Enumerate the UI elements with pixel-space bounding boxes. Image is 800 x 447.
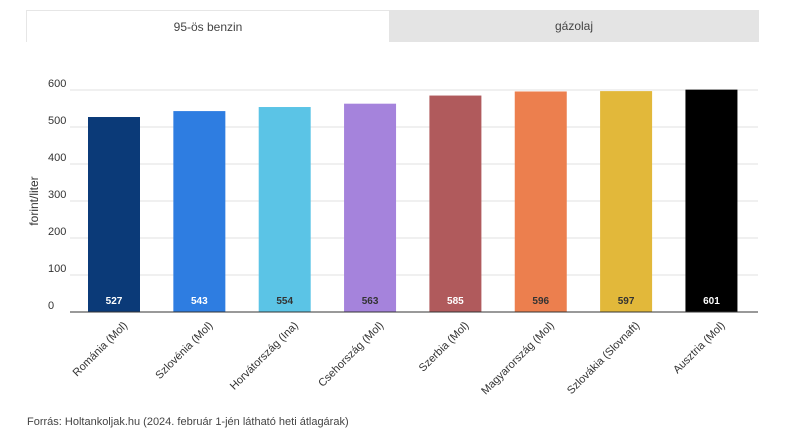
y-tick-label: 200 [48, 226, 66, 238]
bar [429, 95, 482, 312]
x-tick-label: Szlovénia (Mol) [153, 320, 215, 382]
x-tick-label: Magyarország (Mol) [479, 320, 557, 398]
bar [173, 111, 226, 312]
bar [685, 89, 738, 312]
y-tick-label: 600 [48, 78, 66, 90]
x-tick-label: Ausztria (Mol) [671, 320, 727, 376]
x-tick-label: Szerbia (Mol) [417, 320, 472, 375]
data-label: 543 [191, 296, 208, 307]
y-tick-label: 0 [48, 300, 54, 312]
bar [344, 103, 397, 312]
x-tick-label: Szlovákia (Slovnaft) [565, 320, 642, 397]
data-label: 554 [276, 296, 293, 307]
y-axis-label: forint/liter [27, 176, 41, 225]
fuel-price-bar-chart: 0 100 200 300 400 500 600 forint/liter 527 Románi… [27, 78, 758, 398]
source-note: Forrás: Holtankoljak.hu (2024. február 1… [27, 416, 349, 428]
data-label: 597 [618, 296, 635, 307]
bar [88, 117, 140, 312]
y-tick-label: 100 [48, 263, 66, 275]
y-tick-label: 300 [48, 189, 66, 201]
tab-benzin[interactable]: 95-ös benzin [26, 10, 389, 42]
data-label: 596 [532, 296, 549, 307]
bar [514, 91, 567, 312]
x-tick-label: Horvátország (Ina) [228, 320, 301, 393]
x-tick-label: Csehország (Mol) [316, 320, 386, 390]
y-tick-label: 400 [48, 152, 66, 164]
bar [258, 107, 311, 313]
data-label: 563 [362, 296, 379, 307]
data-label: 585 [447, 296, 464, 307]
x-tick-label: Románia (Mol) [71, 320, 130, 379]
data-label: 527 [106, 296, 123, 307]
data-label: 601 [703, 296, 720, 307]
fuel-type-tabs: 95-ös benzin gázolaj [26, 10, 759, 42]
bar [600, 91, 653, 312]
tab-gazolaj[interactable]: gázolaj [389, 10, 759, 42]
y-tick-label: 500 [48, 115, 66, 127]
